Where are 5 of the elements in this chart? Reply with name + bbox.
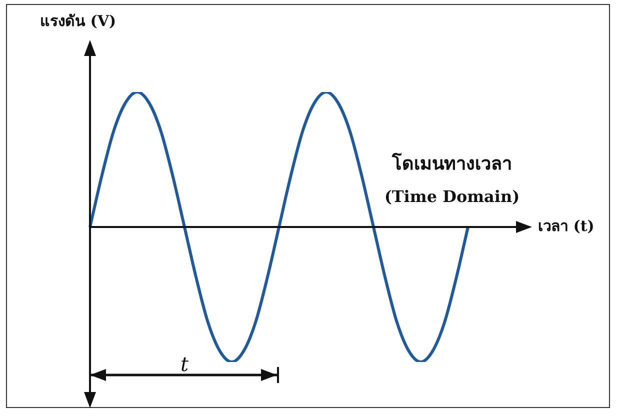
annotation: t	[180, 352, 190, 376]
y-axis-title: แรงดัน (V)	[40, 12, 116, 30]
x-axis-title: เวลา (t)	[538, 216, 594, 235]
annotation: โดเมนทางเวลา	[391, 152, 512, 175]
annotation: (Time Domain)	[384, 187, 520, 206]
